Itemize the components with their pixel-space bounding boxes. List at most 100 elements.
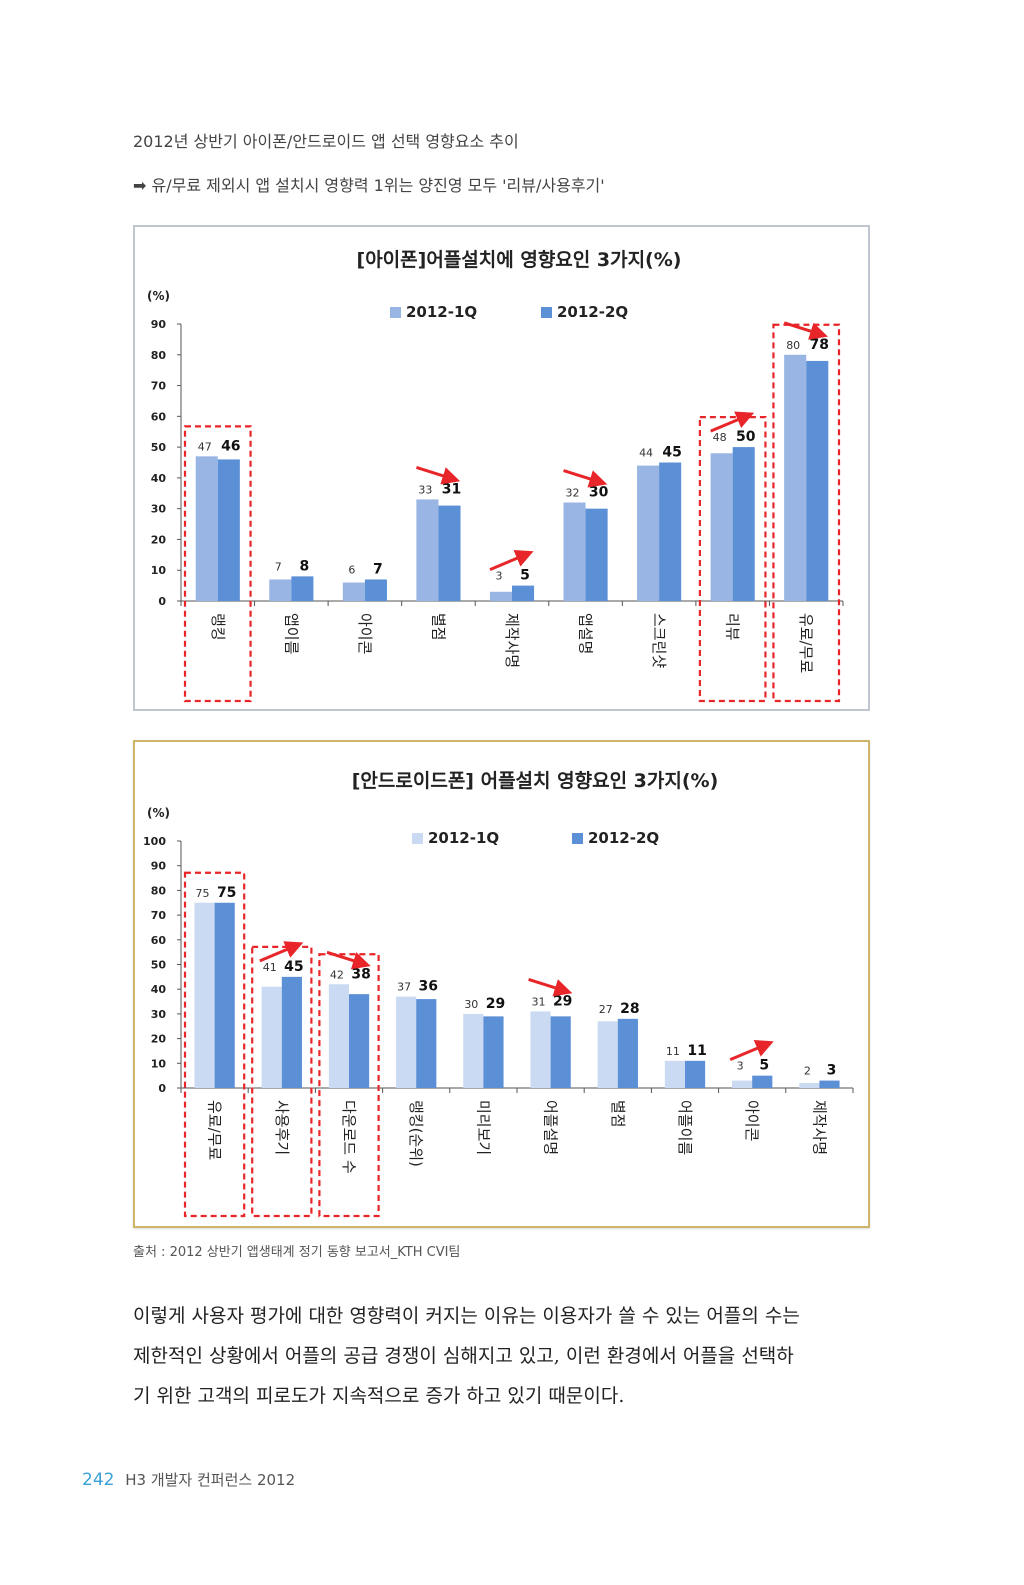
x-category-label: 랭킹 [209,613,227,641]
footer-title: H3 개발자 컨퍼런스 2012 [125,1471,296,1489]
arrow-up-icon [489,549,534,571]
y-tick-label: 90 [151,318,167,331]
bar-2012-1Q [342,582,365,601]
data-label: 37 [397,981,411,994]
data-label: 75 [196,887,210,900]
data-label: 8 [299,558,309,574]
highlight-box [183,425,252,703]
bar-2012-2Q [659,462,682,601]
x-category-label: 앱설명 [577,613,595,654]
bar-2012-1Q [463,1013,484,1088]
y-tick-label: 0 [158,595,166,608]
data-label: 45 [284,959,303,975]
android-chart-panel: [안드로이드폰] 어플설치 영향요인 3가지(%) (%) 2012-1Q 2012-… [133,740,870,1228]
source-note: 출처 : 2012 상반기 앱생태계 정기 동향 보고서_KTH CVI팀 [133,1245,461,1260]
bar-2012-2Q [685,1060,706,1088]
x-category-label: 아이콘 [356,613,374,654]
x-category-label: 어플설명 [542,1100,560,1155]
data-label: 2 [804,1065,811,1078]
x-category-label: 어플이름 [676,1100,694,1155]
bar-2012-2Q [585,508,608,601]
arrow-down-icon [326,950,371,970]
y-tick-label: 90 [151,860,167,873]
bar-2012-1Q [261,986,282,1088]
data-label: 28 [620,1001,639,1017]
data-label: 29 [553,993,572,1009]
bar-2012-2Q [512,585,535,601]
x-category-label: 미리보기 [474,1100,492,1155]
legend-label: 2012-2Q [557,303,628,321]
x-category-label: 별점 [609,1100,627,1128]
bar-2012-1Q [530,1011,551,1088]
page-number: 242 [82,1470,115,1490]
bar-2012-2Q [281,976,302,1088]
y-tick-label: 20 [151,533,167,546]
x-category-label: 아이콘 [743,1100,761,1141]
page-footer: 242 H3 개발자 컨퍼런스 2012 [82,1469,295,1490]
x-category-label: 제작사명 [503,613,521,668]
bar-2012-2Q [617,1018,638,1088]
legend-swatch [541,307,552,318]
legend-swatch [572,833,583,844]
paragraph-line: 이렇게 사용자 평가에 대한 영향력이 커지는 이유는 이용자가 쓸 수 있는 … [133,1305,800,1327]
legend-label: 2012-1Q [428,829,499,847]
x-category-label: 유료/무료 [206,1100,224,1160]
data-label: 6 [348,563,355,576]
y-tick-label: 70 [151,909,167,922]
highlight-box [318,953,380,1218]
data-label: 3 [737,1060,744,1073]
y-tick-label: 80 [151,349,167,362]
arrow-up-icon [710,411,755,433]
chart-title: [아이폰]어플설치에 영향요인 3가지(%) [357,249,682,271]
x-category-label: 랭킹(순위) [407,1100,425,1167]
bar-2012-2Q [806,360,829,601]
data-label: 32 [566,487,580,500]
bar-2012-1Q [710,453,733,601]
bar-2012-2Q [483,1016,504,1088]
x-category-label: 제작사명 [810,1100,828,1155]
x-category-label: 사용후기 [273,1100,291,1155]
bar-2012-2Q [214,902,235,1088]
highlight-box [251,945,313,1218]
bar-2012-1Q [396,996,417,1088]
x-category-label: 스크린샷 [650,613,668,668]
data-label: 80 [786,339,800,352]
bar-2012-1Q [269,579,292,601]
legend-label: 2012-1Q [406,303,477,321]
paragraph-line: 제한적인 상황에서 어플의 공급 경쟁이 심해지고 있고, 이런 환경에서 어플… [133,1345,794,1367]
data-label: 48 [713,431,727,444]
data-label: 7 [373,561,383,577]
data-label: 45 [662,445,681,461]
bar-2012-2Q [349,994,370,1088]
y-tick-label: 40 [151,472,167,485]
paragraph-line: 기 위한 고객의 피로도가 지속적으로 증가 하고 있기 때문이다. [133,1385,625,1407]
data-label: 50 [736,429,756,445]
y-tick-label: 40 [151,983,167,996]
legend-swatch [390,307,401,318]
y-tick-label: 30 [151,503,167,516]
data-label: 44 [639,447,653,460]
bar-2012-1Q [328,984,349,1088]
bar-2012-2Q [550,1016,571,1088]
bar-2012-1Q [784,354,807,601]
y-tick-label: 70 [151,380,167,393]
y-tick-label: 10 [151,564,167,577]
body-paragraph: 이렇게 사용자 평가에 대한 영향력이 커지는 이유는 이용자가 쓸 수 있는 … [133,1296,893,1416]
data-label: 42 [330,968,344,981]
data-label: 3 [827,1063,837,1079]
data-label: 41 [263,961,277,974]
bar-2012-1Q [597,1021,618,1088]
bar-2012-2Q [364,579,387,601]
data-label: 27 [599,1003,613,1016]
data-label: 46 [221,438,240,454]
arrow-up-icon [729,1040,774,1062]
x-category-label: 앱이름 [282,613,300,655]
data-label: 11 [687,1043,706,1059]
data-label: 5 [759,1058,769,1074]
y-axis-label: (%) [147,806,170,820]
data-label: 31 [532,995,546,1008]
x-category-label: 리뷰 [724,613,742,641]
y-tick-label: 60 [151,934,167,947]
bar-2012-1Q [664,1060,685,1088]
y-tick-label: 20 [151,1033,167,1046]
